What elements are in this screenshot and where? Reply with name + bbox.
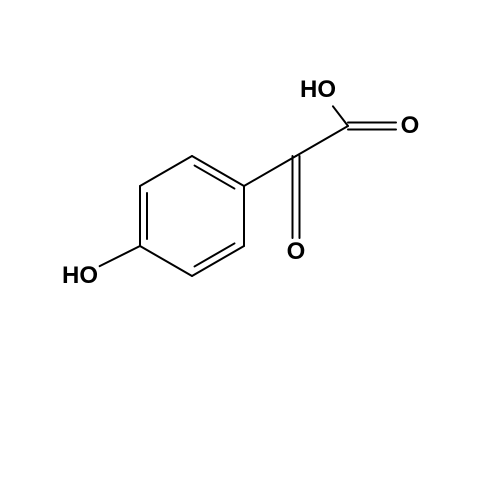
atom-label: O: [287, 238, 306, 266]
atom-label: HO: [300, 76, 336, 104]
atom-label: HO: [62, 262, 98, 290]
atom-label: O: [401, 112, 420, 140]
molecule-canvas: HO O O HO: [0, 0, 500, 500]
molecule-svg: [0, 0, 500, 500]
